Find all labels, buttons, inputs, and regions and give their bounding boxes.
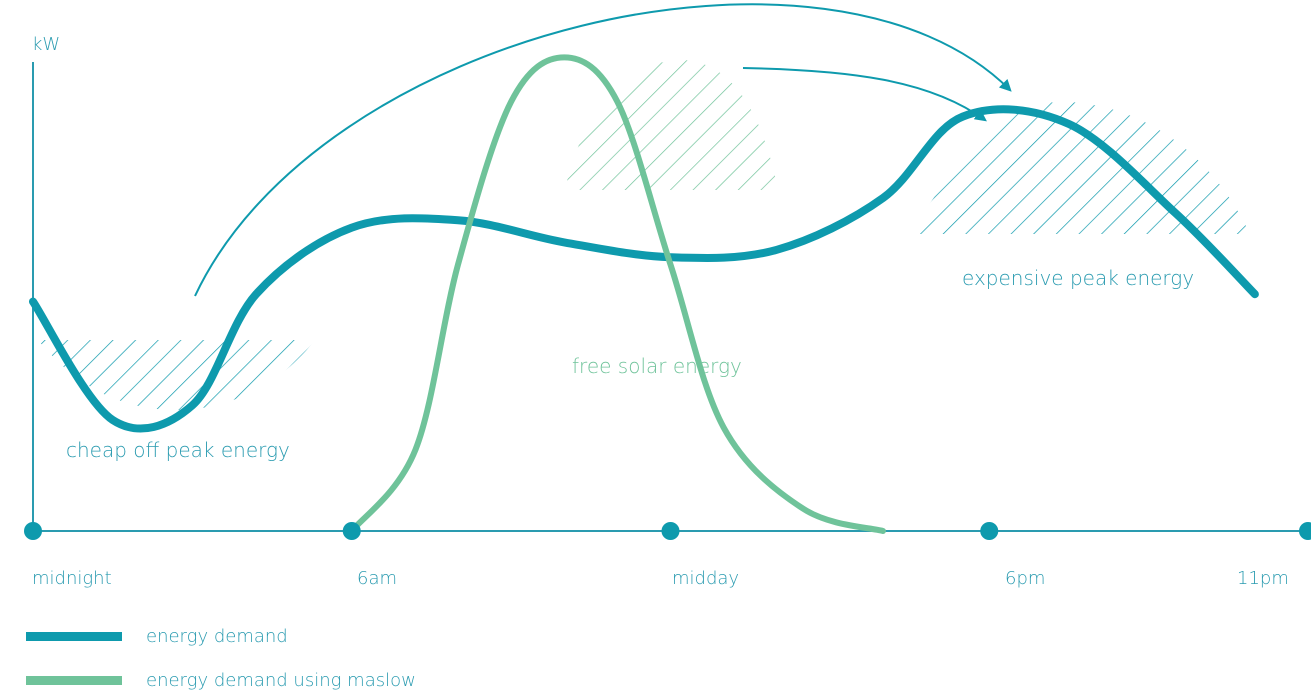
legend-label-energy-demand: energy demand	[146, 626, 288, 647]
off-peak-hatch-region	[38, 340, 315, 411]
shift-arrow-solar	[742, 67, 987, 122]
x-tick-label: midday	[672, 568, 739, 589]
legend-swatch-energy-demand	[26, 632, 122, 641]
x-tick-label: 6am	[357, 568, 397, 589]
x-tick-label: midnight	[32, 568, 112, 589]
x-tick-label: 6pm	[1005, 568, 1045, 589]
annotation-solar: free solar energy	[572, 354, 742, 378]
annotation-peak: expensive peak energy	[962, 266, 1194, 290]
x-tick-dot	[342, 522, 361, 540]
legend-label-maslow: energy demand using maslow	[146, 670, 416, 691]
x-tick-dot	[661, 522, 680, 540]
legend-swatch-maslow	[26, 676, 122, 685]
maslow-demand-line	[348, 54, 886, 534]
legend: energy demand energy demand using maslow	[26, 626, 416, 691]
x-axis-ticks: midnight 6am midday 6pm 11pm	[24, 522, 1311, 589]
shift-arrow-offpeak	[194, 3, 1012, 297]
x-tick-dot	[24, 522, 42, 540]
solar-hatch-region	[565, 60, 778, 190]
annotation-off-peak: cheap off peak energy	[66, 438, 290, 462]
x-tick-label: 11pm	[1237, 568, 1289, 589]
y-axis-label: kW	[32, 34, 60, 55]
x-tick-dot	[1299, 522, 1311, 540]
x-tick-dot	[980, 522, 999, 540]
energy-demand-line	[29, 105, 1259, 433]
